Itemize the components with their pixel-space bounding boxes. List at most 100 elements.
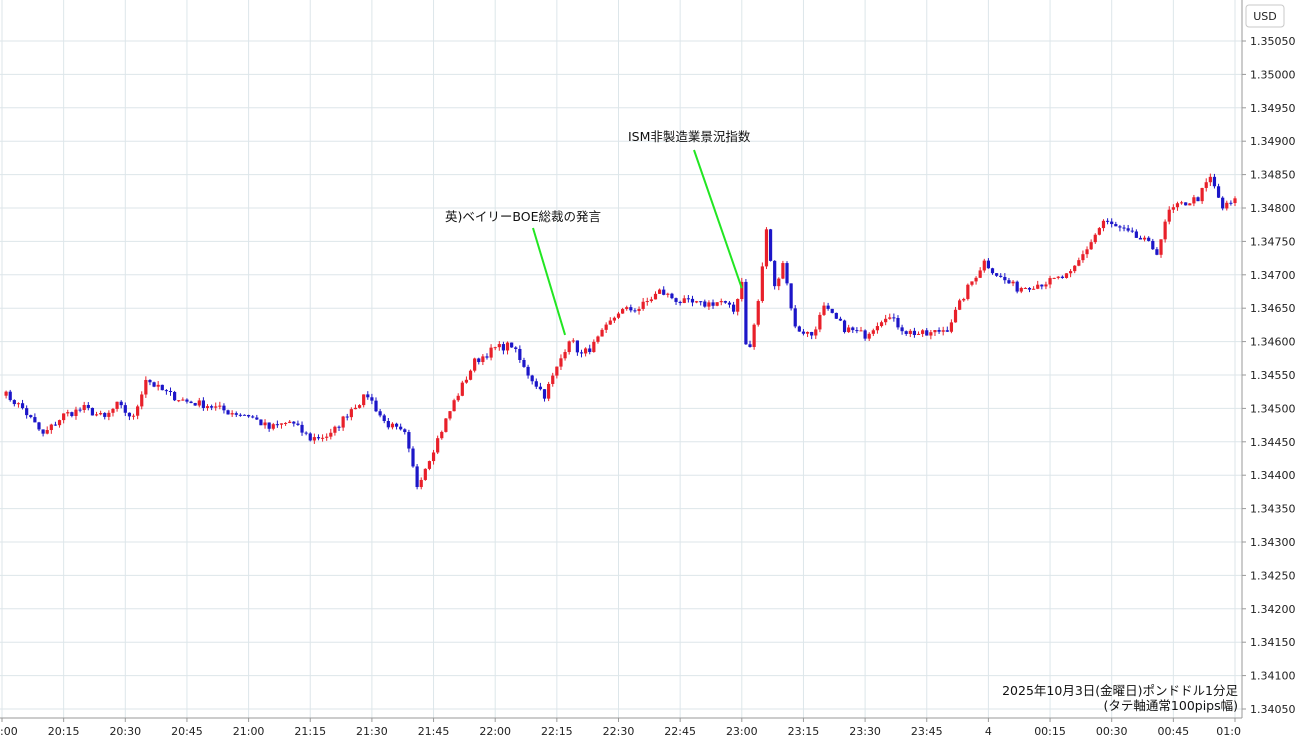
x-tick-label: 23:30 [849, 725, 881, 738]
candle-body [242, 414, 247, 416]
candle-body [908, 330, 912, 334]
candle-body [789, 283, 793, 309]
candle-body [444, 418, 448, 432]
candle-body [312, 437, 316, 441]
annotation-label: 英)ベイリーBOE総裁の発言 [445, 209, 601, 224]
candle-body [304, 432, 308, 434]
candle-body [941, 330, 945, 332]
candle-body [275, 424, 279, 426]
candle-body [1077, 260, 1081, 266]
candle-body [255, 417, 259, 420]
candle-body [210, 406, 214, 408]
candle-body [300, 424, 304, 433]
candle-body [82, 405, 86, 410]
candle-body [711, 302, 715, 306]
candle-body [773, 260, 777, 287]
candle-body [510, 342, 514, 348]
candle-body [1184, 202, 1188, 206]
candle-body [460, 382, 464, 396]
chart-subtitle: (タテ軸通常100pips幅) [1104, 698, 1238, 713]
candle-body [855, 330, 859, 332]
candle-body [1134, 231, 1138, 238]
candle-body [851, 327, 855, 331]
candle-body [1212, 176, 1217, 187]
x-tick-label: 22:15 [541, 725, 573, 738]
candle-body [370, 397, 374, 401]
candle-body [267, 422, 271, 429]
candle-body [810, 331, 814, 336]
candle-body [316, 437, 321, 439]
candle-body [764, 229, 769, 267]
candle-body [584, 348, 588, 354]
candle-body [559, 358, 563, 367]
candle-body [8, 391, 12, 401]
y-tick-label: 1.34450 [1250, 436, 1296, 449]
candle-body [949, 322, 954, 332]
candle-body [127, 412, 132, 417]
x-tick-label: 21:45 [418, 725, 450, 738]
candle-body [156, 384, 160, 387]
candle-body [501, 344, 506, 351]
candle-body [1155, 249, 1159, 255]
candle-body [25, 408, 29, 416]
candle-body [29, 415, 33, 418]
candle-body [394, 423, 399, 427]
candle-body [990, 268, 995, 274]
candle-body [1175, 203, 1180, 208]
candle-body [736, 299, 740, 312]
candle-body [103, 413, 107, 417]
candle-body [621, 309, 625, 314]
candle-body [33, 417, 37, 423]
y-tick-label: 1.34550 [1250, 369, 1296, 382]
candle-body [1167, 209, 1171, 222]
candle-body [468, 370, 473, 380]
candle-body [505, 342, 510, 351]
candle-body [473, 358, 477, 371]
candle-body [37, 422, 41, 430]
chart-title: 2025年10月3日(金曜日)ポンドドル1分足 [1002, 683, 1238, 698]
candle-body [966, 284, 970, 299]
candle-body [1200, 187, 1204, 202]
candle-body [929, 332, 933, 336]
candle-body [822, 305, 826, 315]
candle-body [1044, 284, 1048, 287]
candle-body [1073, 265, 1077, 272]
candle-body [958, 300, 962, 310]
candle-body [916, 333, 921, 335]
candle-body [386, 421, 390, 428]
annotations: 英)ベイリーBOE総裁の発言 ISM非製造業景況指数 [445, 129, 751, 336]
candle-body [173, 392, 177, 401]
candle-body [1122, 227, 1126, 229]
candle-body [875, 326, 880, 331]
candle-body [74, 409, 78, 416]
candle-body [699, 301, 703, 303]
candle-body [953, 309, 958, 323]
candle-body [1036, 284, 1040, 289]
candle-body [497, 344, 501, 348]
y-tick-label: 1.35050 [1250, 35, 1296, 48]
annotation-leader-line [532, 227, 567, 336]
candle-body [999, 275, 1003, 277]
candle-body [781, 263, 785, 279]
candle-body [320, 437, 325, 439]
candle-body [90, 407, 95, 416]
candle-body [226, 410, 230, 415]
y-tick-label: 1.34900 [1250, 135, 1296, 148]
candle-body [238, 414, 242, 416]
candle-body [579, 352, 584, 354]
candle-body [945, 330, 949, 332]
candle-body [1225, 202, 1229, 209]
candle-body [41, 429, 45, 434]
candle-body [1101, 220, 1106, 229]
candle-body [797, 326, 801, 332]
annotation-label: ISM非製造業景況指数 [628, 129, 751, 144]
y-tick-label: 1.34650 [1250, 302, 1296, 315]
candle-body [641, 301, 645, 309]
candle-body [912, 330, 917, 335]
candle-body [731, 304, 736, 312]
candle-body [653, 293, 658, 300]
x-tick-label: 21:30 [356, 725, 388, 738]
candle-body [962, 298, 966, 301]
candle-body [464, 379, 469, 383]
x-tick-label: 00:30 [1096, 725, 1128, 738]
